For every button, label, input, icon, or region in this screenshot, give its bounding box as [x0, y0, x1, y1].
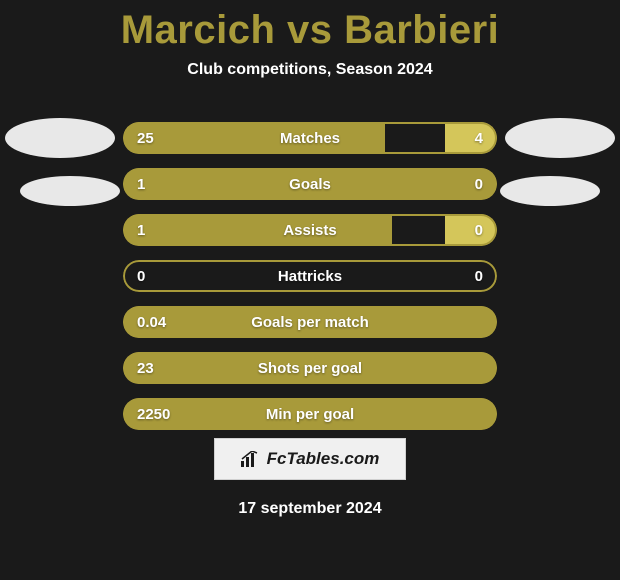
snapshot-date: 17 september 2024 [0, 500, 620, 518]
stat-row: 00Hattricks [123, 260, 497, 292]
chart-icon [241, 451, 261, 467]
stat-label: Min per goal [123, 398, 497, 430]
stat-label: Goals per match [123, 306, 497, 338]
comparison-subtitle: Club competitions, Season 2024 [0, 61, 620, 79]
stat-row: 254Matches [123, 122, 497, 154]
team-left-avatar [20, 176, 120, 206]
player-right-avatar [505, 118, 615, 158]
stat-row: 10Assists [123, 214, 497, 246]
stat-row: 23Shots per goal [123, 352, 497, 384]
team-right-avatar [500, 176, 600, 206]
stat-bars-container: 254Matches 10Goals 10Assists 00Hattricks 0.0… [123, 122, 497, 444]
comparison-title: Marcich vs Barbieri [0, 0, 620, 53]
credit-badge: FcTables.com [214, 438, 406, 480]
stat-label: Matches [123, 122, 497, 154]
stat-label: Goals [123, 168, 497, 200]
stat-row: 10Goals [123, 168, 497, 200]
player-left-avatar [5, 118, 115, 158]
stat-label: Hattricks [123, 260, 497, 292]
stat-label: Assists [123, 214, 497, 246]
credit-text: FcTables.com [267, 449, 380, 469]
stat-row: 0.04Goals per match [123, 306, 497, 338]
stat-label: Shots per goal [123, 352, 497, 384]
stat-row: 2250Min per goal [123, 398, 497, 430]
